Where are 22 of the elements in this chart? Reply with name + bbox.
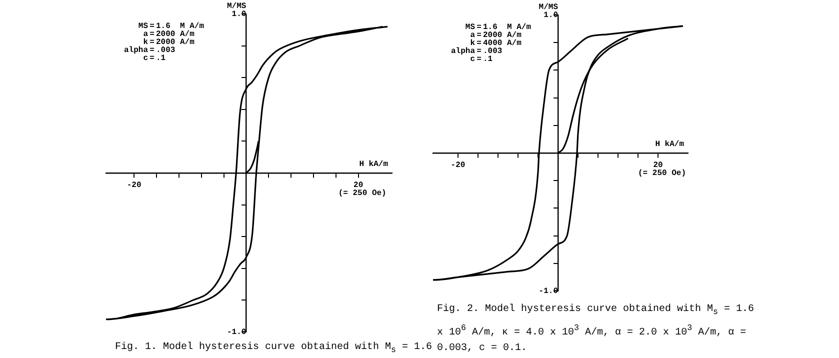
y-axis-title: M/MS: [538, 3, 558, 12]
annotation: a = 2000 A/m: [470, 31, 522, 40]
annotation: k = 2000 A/m: [143, 38, 195, 48]
x-tick-label: 20: [354, 180, 364, 190]
annotation: alpha = .003: [450, 47, 502, 56]
annotation: (= 250 Oe): [638, 169, 686, 178]
annotation: k = 4000 A/m: [470, 39, 522, 48]
x-tick-label: -20: [450, 160, 466, 170]
annotation: c = .1: [143, 54, 166, 64]
annotation: c = .1: [470, 55, 493, 64]
annotation: MS = 1.6 M A/m: [465, 23, 532, 32]
x-tick-label: 20: [653, 160, 663, 170]
x-axis-title: H kA/m: [359, 160, 388, 170]
annotation: MS = 1.6 M A/m: [138, 22, 204, 32]
y-axis-title: M/MS: [226, 2, 246, 12]
chart-title: Fig. 2. Model hysteresis curve obtained with M$_{s}$ = 1.6 x 10$^{6}$ A/m, κ = 4.0 x 10$^{3}$ A/m, α = 2.0 x 10$^{3}$ A/m, α = 0.003, c = 0.1.: [437, 304, 754, 354]
annotation: (= 250 Oe): [338, 189, 386, 198]
annotation: alpha = .003: [124, 46, 176, 56]
text: Fig. 1. Model hysteresis curve obtained with M$_{s}$ = 1.6: [115, 342, 432, 355]
x-axis-title: H kA/m: [655, 140, 684, 150]
x-tick-label: -20: [126, 180, 142, 190]
annotation: a = 2000 A/m: [143, 30, 195, 40]
